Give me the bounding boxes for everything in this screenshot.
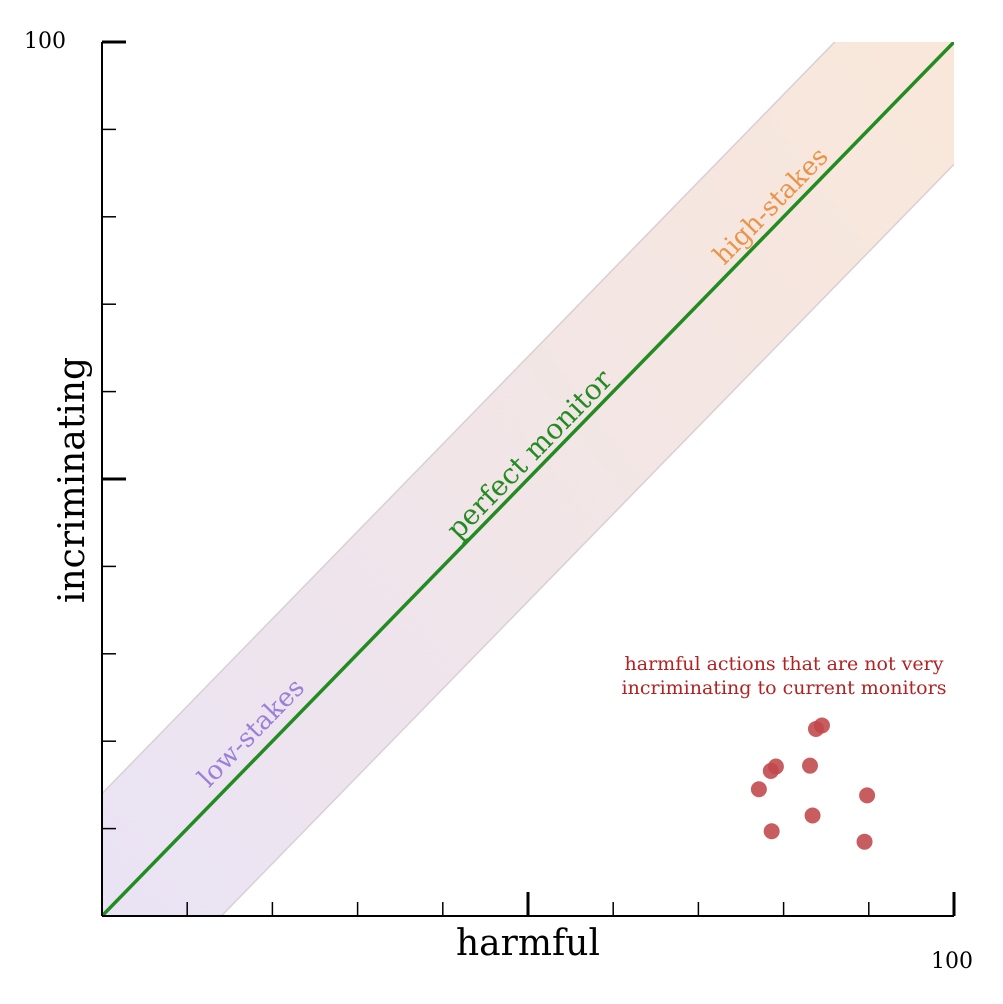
scatter-point xyxy=(802,757,819,774)
scatter-point xyxy=(807,720,824,737)
scatter-points xyxy=(750,717,876,850)
scatter-point xyxy=(859,787,876,804)
stakes-band xyxy=(102,42,954,916)
y-axis-label: incriminating xyxy=(52,357,93,603)
scatter-point xyxy=(804,807,821,824)
scatter-point xyxy=(750,781,767,798)
annotation-line-2: incriminating to current monitors xyxy=(622,677,947,699)
band-upper-edge xyxy=(102,42,836,795)
x-max-tick-label: 100 xyxy=(931,949,973,974)
y-max-tick-label: 100 xyxy=(24,29,66,54)
scatter-point xyxy=(856,833,873,850)
scatter-point xyxy=(762,762,779,779)
axis-ticks xyxy=(102,40,956,916)
band-lower-edge xyxy=(220,163,954,916)
perfect-monitor-line xyxy=(102,42,954,916)
x-axis-label: harmful xyxy=(456,923,600,964)
scatter-point xyxy=(763,823,780,840)
annotation-line-1: harmful actions that are not very xyxy=(625,653,944,675)
